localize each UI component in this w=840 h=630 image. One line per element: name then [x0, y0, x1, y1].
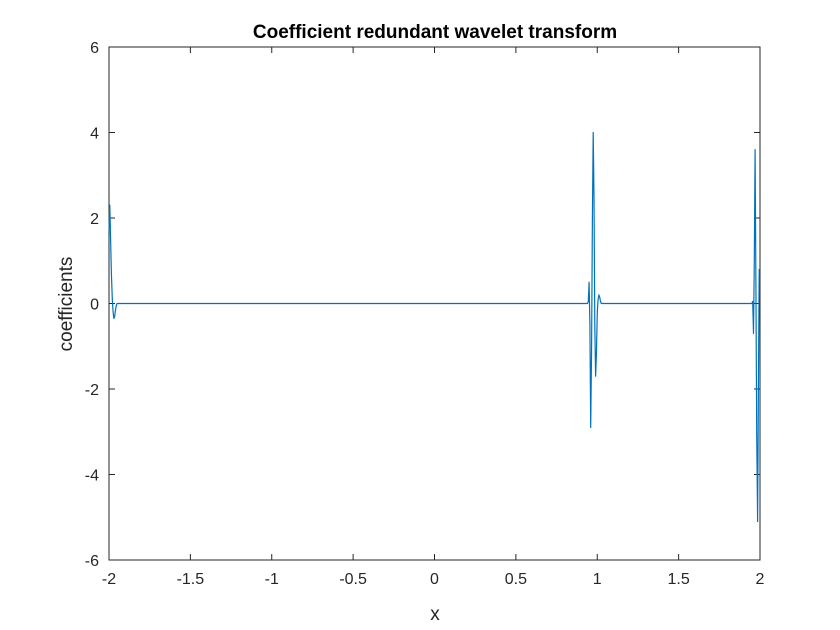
y-axis: 6 4 2 0 -2 -4 -6 [85, 40, 760, 570]
x-tick-label: -0.5 [339, 571, 367, 588]
x-tick-label: -2 [102, 571, 116, 588]
x-tick-label: 1 [593, 571, 602, 588]
y-axis-label: coefficients [56, 257, 77, 352]
y-tick-label: 6 [90, 40, 99, 57]
series-layer [108, 131, 760, 523]
y-tick-label: -4 [85, 468, 99, 485]
y-tick-label: -2 [85, 382, 99, 399]
series-line [108, 131, 760, 523]
x-tick-label: -1 [265, 571, 279, 588]
y-tick-label: 0 [90, 297, 99, 314]
chart-title: Coefficient redundant wavelet transform [253, 22, 617, 43]
y-tick-label: 4 [90, 126, 99, 143]
x-tick-label: -1.5 [177, 571, 205, 588]
x-tick-label: 0.5 [505, 571, 527, 588]
x-tick-label: 1.5 [668, 571, 690, 588]
y-tick-label: -6 [85, 553, 99, 570]
y-tick-label: 2 [90, 211, 99, 228]
x-tick-label: 2 [756, 571, 765, 588]
x-axis: -2 -1.5 -1 -0.5 0 0.5 1 1.5 2 [102, 47, 765, 588]
x-axis-label: x [430, 604, 440, 625]
x-tick-label: 0 [430, 571, 439, 588]
